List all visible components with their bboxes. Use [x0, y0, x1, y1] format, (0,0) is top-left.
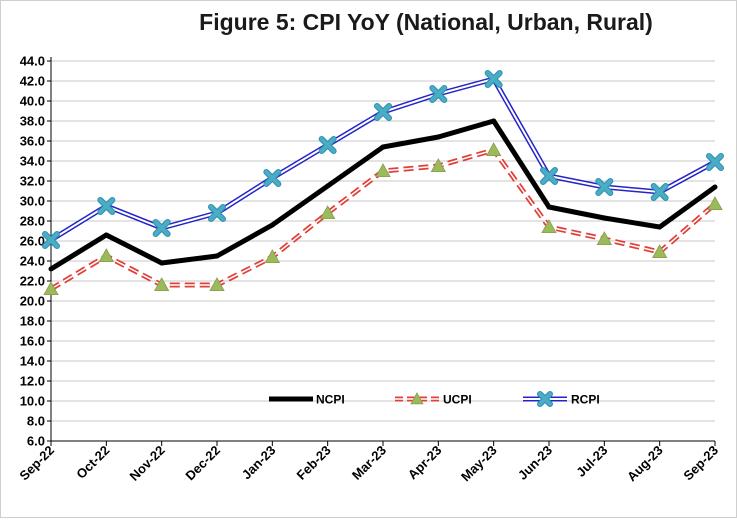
- data-point-ucpi: [153, 277, 170, 292]
- x-tick-label: Nov-22: [127, 443, 168, 484]
- y-tick-label: 10.0: [20, 394, 45, 409]
- data-point-rcpi: [429, 85, 448, 103]
- y-tick-label: 38.0: [20, 114, 45, 129]
- y-tick-label: 32.0: [20, 174, 45, 189]
- data-point-ncpi: [48, 266, 54, 272]
- y-tick-label: 8.0: [27, 414, 45, 429]
- data-point-ncpi: [380, 144, 386, 150]
- data-point-rcpi: [650, 183, 669, 201]
- series-line-ncpi: [49, 118, 717, 272]
- data-point-ncpi: [546, 204, 552, 210]
- y-tick-label: 26.0: [20, 234, 45, 249]
- y-tick-label: 16.0: [20, 334, 45, 349]
- data-point-ncpi: [214, 253, 220, 259]
- y-tick-label: 18.0: [20, 314, 45, 329]
- data-point-ncpi: [103, 232, 109, 238]
- data-point-ucpi: [651, 244, 668, 259]
- x-tick-label: Dec-22: [182, 443, 223, 484]
- x-tick-label: Oct-22: [73, 443, 112, 482]
- data-point-rcpi: [706, 153, 724, 171]
- data-point-ucpi: [707, 196, 723, 211]
- legend-marker-rcpi: [537, 391, 553, 407]
- data-point-ncpi: [491, 118, 497, 124]
- y-tick-label: 34.0: [20, 154, 45, 169]
- y-tick-label: 12.0: [20, 374, 45, 389]
- x-tick-label: Mar-23: [349, 443, 389, 483]
- data-point-ucpi: [485, 142, 502, 157]
- legend-marker-ucpi: [410, 392, 424, 405]
- data-point-rcpi: [540, 167, 558, 185]
- x-tick-label: Feb-23: [294, 443, 334, 483]
- legend-label-ncpi: NCPI: [316, 393, 345, 407]
- y-tick-label: 14.0: [20, 354, 45, 369]
- data-point-rcpi: [152, 219, 171, 237]
- x-tick-label: Sep-22: [16, 443, 57, 484]
- data-point-ncpi: [657, 224, 663, 230]
- data-point-rcpi: [484, 70, 503, 88]
- data-point-rcpi: [42, 231, 60, 249]
- x-tick-label: May-23: [458, 443, 500, 485]
- data-point-rcpi: [318, 136, 337, 154]
- data-point-ucpi: [375, 163, 391, 178]
- data-point-ncpi: [601, 215, 607, 221]
- x-tick-label: Jul-23: [573, 443, 610, 480]
- chart-title: Figure 5: CPI YoY (National, Urban, Rura…: [199, 9, 653, 35]
- legend-label-ucpi: UCPI: [443, 393, 472, 407]
- data-point-ncpi: [325, 183, 331, 189]
- data-point-ucpi: [319, 205, 336, 220]
- series-line-rcpi: [49, 76, 717, 243]
- data-point-ucpi: [98, 248, 115, 263]
- data-point-ucpi: [264, 249, 281, 264]
- x-tick-label: Aug-23: [624, 443, 666, 485]
- data-point-ucpi: [596, 231, 613, 246]
- series-line-rcpi-inner: [50, 78, 716, 241]
- y-tick-label: 20.0: [20, 294, 45, 309]
- data-point-rcpi: [263, 169, 282, 187]
- y-tick-label: 6.0: [27, 434, 45, 449]
- x-tick-label: Jan-23: [239, 443, 279, 483]
- legend-marker-ncpi: [288, 396, 294, 402]
- y-tick-label: 40.0: [20, 94, 45, 109]
- y-tick-label: 30.0: [20, 194, 45, 209]
- data-point-rcpi: [595, 178, 614, 196]
- y-tick-label: 36.0: [20, 134, 45, 149]
- data-point-ncpi: [269, 222, 275, 228]
- data-point-rcpi: [97, 197, 116, 215]
- x-tick-label: Apr-23: [405, 443, 445, 483]
- x-tick-label: Jun-23: [515, 443, 555, 483]
- y-tick-label: 24.0: [20, 254, 45, 269]
- data-point-ucpi: [209, 277, 225, 292]
- data-point-rcpi: [208, 204, 226, 222]
- y-tick-label: 42.0: [20, 74, 45, 89]
- data-point-ncpi: [712, 184, 718, 190]
- x-tick-label: Sep-23: [680, 443, 721, 484]
- y-tick-label: 44.0: [20, 54, 45, 69]
- data-point-ucpi: [541, 219, 557, 234]
- y-tick-label: 28.0: [20, 214, 45, 229]
- legend-label-rcpi: RCPI: [571, 393, 600, 407]
- data-point-ucpi: [43, 281, 59, 296]
- y-tick-label: 22.0: [20, 274, 45, 289]
- data-point-ncpi: [159, 260, 165, 266]
- data-point-ncpi: [435, 134, 441, 140]
- data-point-ucpi: [430, 158, 447, 173]
- data-point-rcpi: [374, 103, 392, 121]
